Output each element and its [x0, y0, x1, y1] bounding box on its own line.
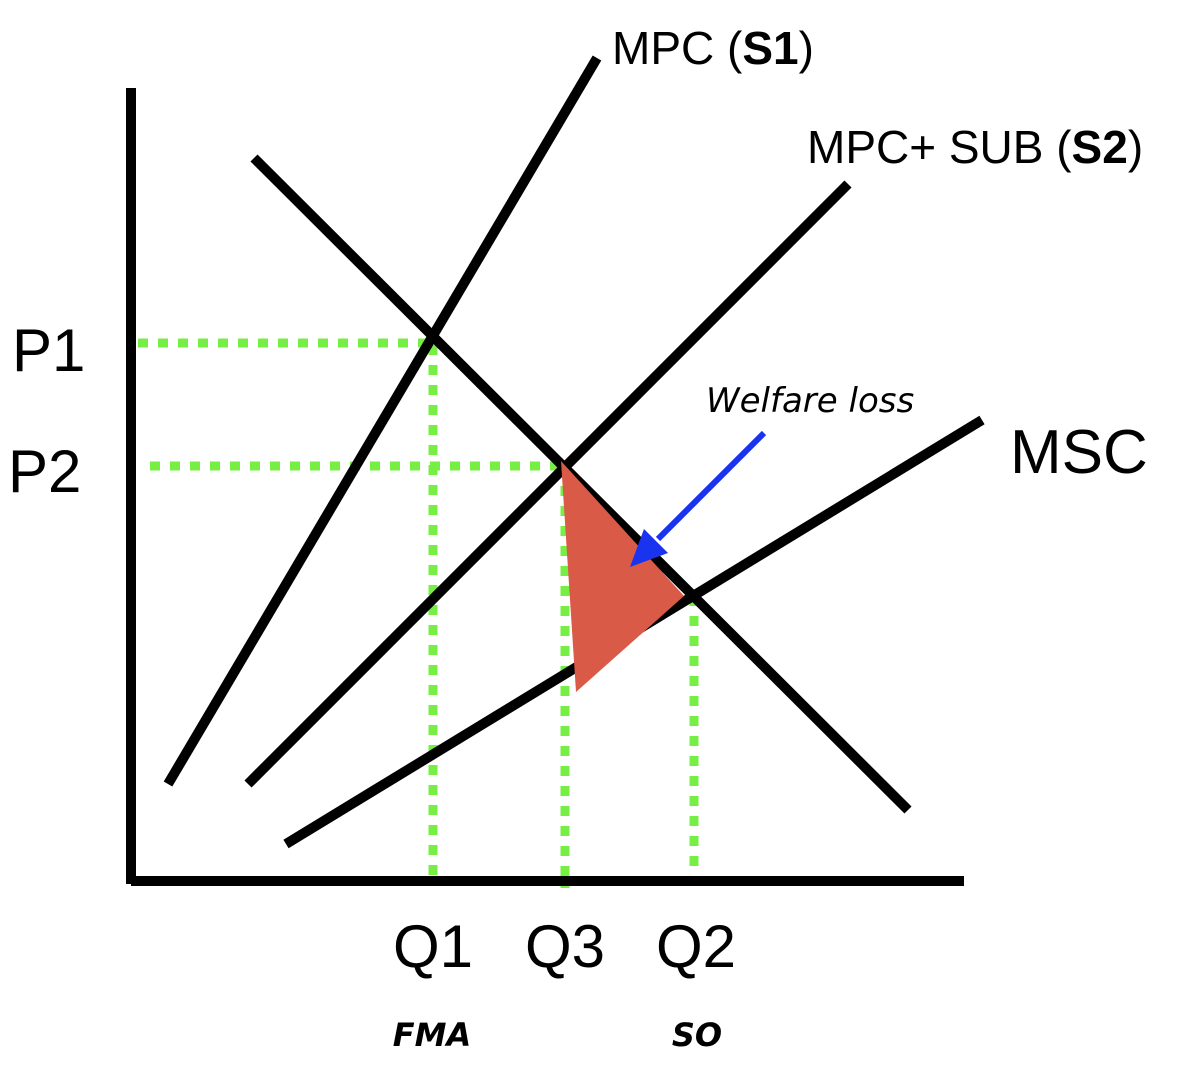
welfare-loss-label: Welfare loss — [706, 381, 914, 421]
q3-label: Q3 — [525, 913, 605, 980]
mpc-s1-label: MPC (S1) — [612, 22, 814, 74]
guide-lines — [138, 338, 699, 888]
axes — [126, 88, 964, 886]
p1-label: P1 — [12, 317, 85, 384]
msc-label: MSC — [1010, 418, 1148, 487]
so-label: SO — [672, 1016, 722, 1054]
arrow-head — [630, 529, 668, 567]
curves — [163, 55, 985, 849]
p2-label: P2 — [8, 438, 81, 505]
q1-label: Q1 — [393, 913, 473, 980]
arrow-shaft — [655, 430, 767, 542]
welfare-loss-area — [561, 461, 684, 692]
mpc-sub-s2-curve — [244, 180, 852, 788]
fma-label: FMA — [393, 1016, 471, 1054]
mpc-s1-curve — [163, 55, 602, 787]
mpc-sub-s2-label: MPC+ SUB (S2) — [807, 121, 1143, 173]
welfare-loss-arrow — [630, 430, 767, 567]
q2-label: Q2 — [656, 913, 736, 980]
